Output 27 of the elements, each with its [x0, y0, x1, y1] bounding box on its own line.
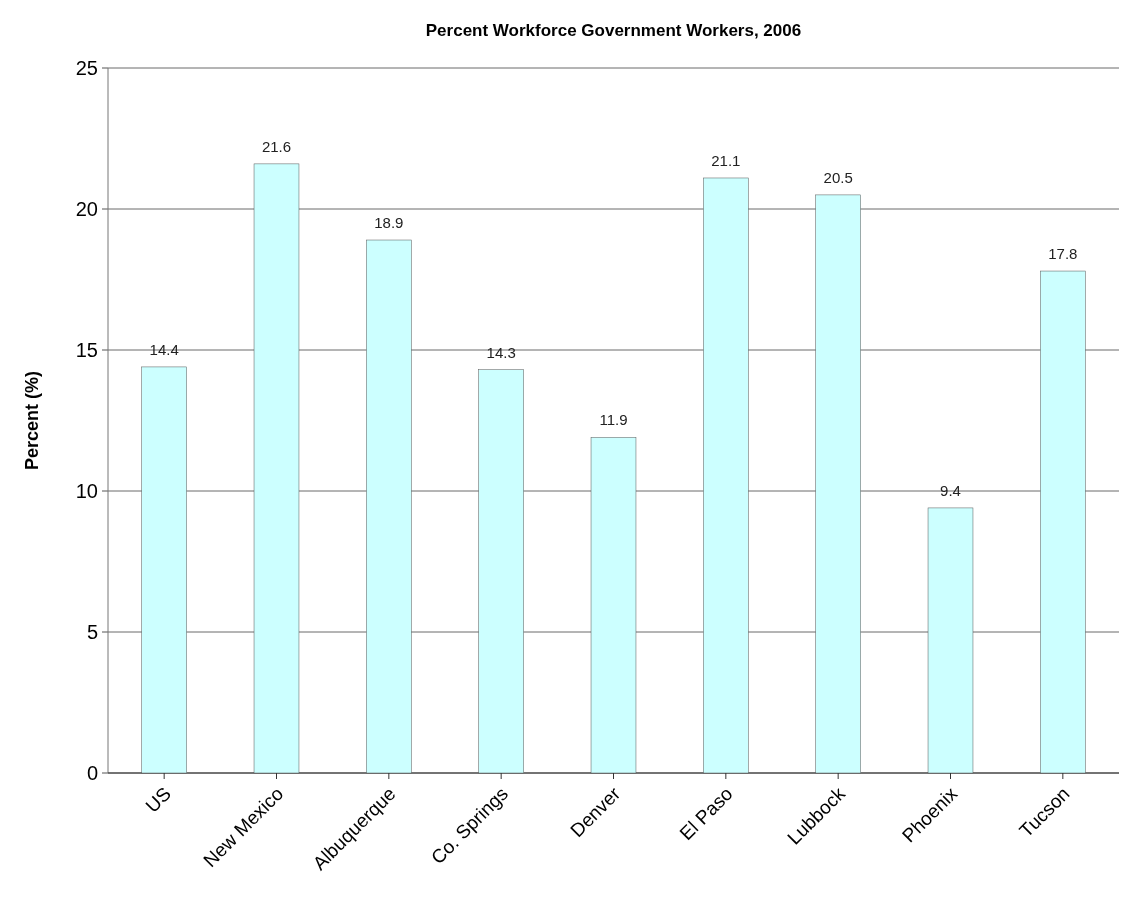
y-tick-label: 15	[75, 339, 98, 361]
bar	[478, 369, 524, 774]
data-label: 14.4	[149, 340, 179, 358]
y-tick-label: 25	[75, 57, 98, 79]
bar	[141, 366, 187, 774]
data-label: 20.5	[823, 168, 853, 186]
data-label: 21.6	[261, 137, 292, 155]
bar	[366, 239, 412, 774]
y-axis-title: Percent (%)	[22, 370, 42, 471]
y-tick-label: 5	[86, 621, 98, 643]
y-tick-label: 10	[75, 480, 98, 502]
bar	[590, 437, 637, 774]
x-tick-label: US	[141, 782, 175, 817]
data-label: 18.9	[374, 214, 404, 232]
bar	[1040, 270, 1086, 774]
bar	[815, 194, 861, 774]
data-label: 17.8	[1048, 245, 1078, 263]
y-tick-label: 20	[75, 198, 98, 220]
data-label: 9.4	[940, 481, 961, 499]
bar	[253, 163, 300, 774]
chart-title: Percent Workforce Government Workers, 2006	[425, 21, 802, 40]
bar	[703, 177, 749, 774]
data-label: 21.1	[711, 151, 741, 169]
y-tick-label: 0	[86, 762, 98, 784]
bar	[927, 507, 974, 774]
data-label: 11.9	[599, 411, 628, 429]
data-label: 14.3	[486, 343, 516, 361]
